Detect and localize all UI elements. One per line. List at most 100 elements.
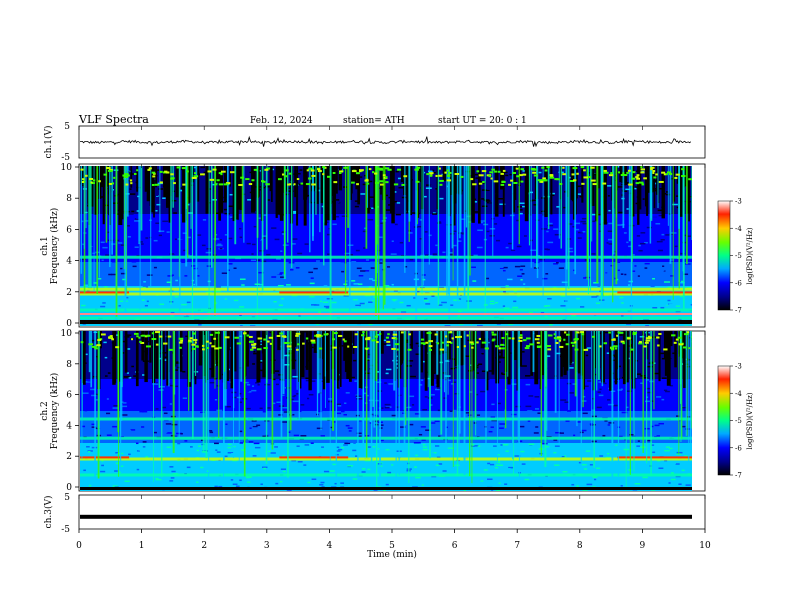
spectrogram-speckle [311, 380, 316, 382]
spectrogram-speckle [587, 380, 592, 382]
spectrogram-hf-noise [276, 334, 281, 337]
spectrogram-speckle [530, 391, 535, 394]
spectrogram-sferic [284, 166, 286, 275]
spectrogram-speckle [200, 466, 204, 469]
spectrogram-speckle [207, 352, 212, 355]
freq-tick-label: 6 [66, 225, 72, 235]
spectrogram-speckle [497, 198, 504, 200]
spectrogram-sferic [99, 166, 100, 278]
spectrogram-speckle [308, 271, 313, 274]
spectrogram-hf-noise [178, 337, 184, 340]
spectrogram-speckle [418, 433, 423, 436]
spectrogram-hf-noise [403, 175, 408, 178]
spectrogram-speckle [639, 336, 645, 338]
spectrogram-speckle [385, 448, 390, 451]
spectrogram-speckle [540, 312, 545, 314]
spectrogram-speckle [376, 409, 380, 411]
spectrogram-sferic [241, 166, 244, 223]
spectrogram-speckle [155, 478, 162, 481]
spectrogram-hf-noise [675, 173, 680, 176]
spectrogram-speckle [583, 450, 587, 452]
spectrogram-dark-streak [491, 331, 495, 375]
spectrogram-sferic [517, 331, 519, 443]
spectrogram-sferic [185, 166, 187, 209]
spectrogram-speckle [425, 254, 430, 256]
spectrogram-speckle [518, 383, 525, 386]
spectrogram-speckle [553, 335, 556, 337]
spectrogram-speckle [178, 187, 185, 189]
spectrogram-speckle [271, 378, 276, 381]
spectrogram-dark-streak [323, 166, 328, 226]
spectrogram-speckle [645, 324, 649, 326]
spectrogram-speckle [253, 225, 257, 228]
spectrogram-speckle [166, 446, 172, 449]
spectrogram-speckle [586, 306, 590, 309]
spectrogram-speckle [508, 337, 514, 340]
spectrogram-dark-streak [670, 331, 673, 347]
spectrogram-speckle [529, 214, 532, 216]
spectrogram-speckle [178, 424, 183, 426]
spectrogram-hf-noise [167, 335, 172, 338]
spectrogram-speckle [153, 239, 158, 242]
spectrogram-sferic [622, 166, 625, 229]
spectrogram-dark-streak [230, 331, 234, 389]
spectrogram-hf-noise [200, 173, 205, 176]
spectrogram-speckle [576, 193, 582, 195]
spectrogram-speckle [296, 280, 300, 282]
spectrogram-hf-noise [488, 175, 491, 178]
spectrogram-speckle [236, 396, 241, 399]
spectrogram-speckle [674, 276, 678, 278]
spectrogram-speckle [409, 365, 412, 367]
spectrogram-speckle [381, 343, 387, 345]
spectrogram-hf-noise [385, 181, 389, 184]
spectrogram-hf-noise [446, 344, 450, 347]
spectrogram-speckle [436, 222, 442, 224]
spectrogram-hf-noise [686, 331, 690, 334]
spectrogram-speckle [355, 394, 359, 397]
spectrogram-speckle [292, 375, 298, 378]
spectrogram-hf-noise [332, 172, 336, 175]
spectrogram-hf-noise [115, 346, 120, 349]
spectrogram-speckle [239, 227, 242, 230]
spectrogram-speckle [670, 472, 674, 474]
spectrogram-speckle [414, 248, 421, 250]
spectrogram-dark-streak [337, 331, 342, 347]
spectrogram-speckle [112, 196, 117, 199]
spectrogram-hf-noise [362, 331, 365, 334]
spectrogram-sferic [243, 166, 245, 243]
spectrogram-speckle [216, 246, 222, 248]
spectrogram-sferic [126, 166, 128, 294]
spectrogram-hf-noise [643, 345, 647, 348]
spectrogram-speckle [272, 187, 278, 190]
spectrogram-speckle [256, 424, 261, 427]
spectrogram-speckle [518, 209, 523, 211]
spectrogram-speckle [425, 429, 431, 431]
spectrogram-speckle [159, 216, 165, 219]
spectrogram-speckle [593, 282, 599, 284]
spectrogram-band [80, 292, 692, 296]
spectrogram-hf-noise [397, 168, 402, 171]
spectrogram-speckle [612, 359, 615, 362]
spectrogram-speckle [263, 467, 266, 470]
spectrogram-sferic [282, 331, 285, 395]
spectrogram-speckle [147, 254, 153, 256]
spectrogram-speckle [437, 286, 444, 289]
spectrogram-hf-noise [207, 170, 212, 173]
spectrogram-speckle [232, 413, 236, 416]
spectrogram-hf-noise [666, 171, 672, 174]
spectrogram-speckle [592, 476, 598, 478]
spectrogram-speckle [266, 253, 271, 256]
spectrogram-speckle [691, 314, 692, 317]
spectrogram-dark-streak [339, 331, 342, 387]
spectrogram-speckle [521, 273, 525, 275]
spectrogram-hf-noise [356, 183, 359, 186]
spectrogram-speckle [219, 247, 223, 250]
spectrogram-speckle [671, 462, 676, 465]
ch1-ylabel-line1: ch.1 [40, 236, 50, 255]
spectrogram-speckle [487, 462, 491, 465]
spectrogram-sferic [691, 166, 692, 240]
spectrogram-speckle [247, 199, 253, 201]
spectrogram-hf-noise [591, 335, 595, 338]
spectrogram-speckle [664, 248, 670, 251]
spectrogram-sferic [428, 166, 430, 265]
